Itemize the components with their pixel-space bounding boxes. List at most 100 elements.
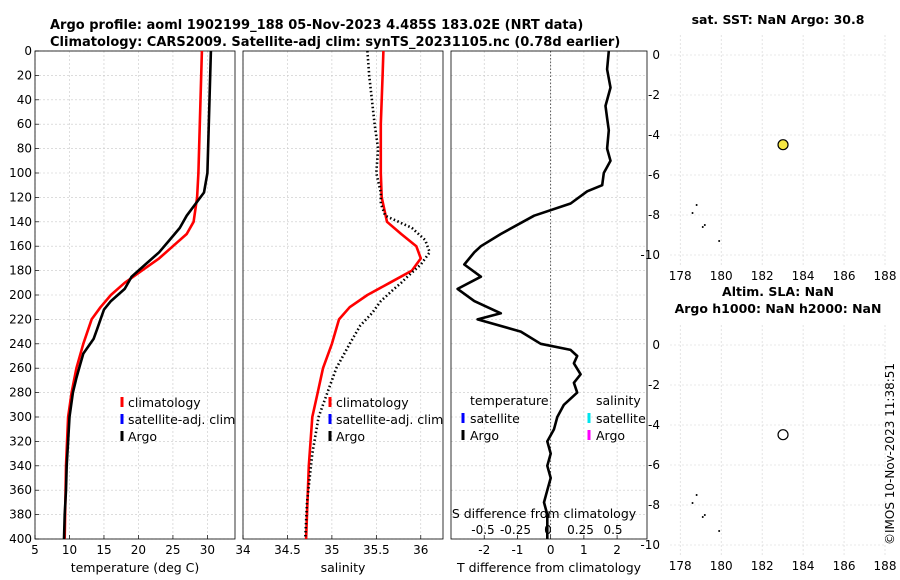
title-line-2: Climatology: CARS2009. Satellite-adj cli… <box>50 35 620 50</box>
y-tick-label: 120 <box>9 190 32 204</box>
legend-title-salinity: salinity <box>596 393 641 408</box>
island-point <box>701 226 704 228</box>
y-tick-label: -2 <box>648 378 660 392</box>
legend-label: satellite-adj. clim <box>336 412 443 427</box>
x-tick-label: 20 <box>131 543 146 557</box>
axes-box <box>450 50 648 540</box>
x-tick-label: 186 <box>833 269 856 283</box>
x-tick-label: 182 <box>751 269 774 283</box>
island-point <box>718 530 721 532</box>
y-tick-label: -6 <box>648 458 660 472</box>
x-tick-label: 35.5 <box>363 543 390 557</box>
y-tick-label: 320 <box>9 434 32 448</box>
y-tick-label: -8 <box>648 498 660 512</box>
y-tick-label: -10 <box>640 538 660 552</box>
axes-box <box>242 50 444 540</box>
x-tick-label: 178 <box>669 559 692 573</box>
island-point <box>701 516 704 518</box>
x-tick-label: 178 <box>669 269 692 283</box>
x-tick-label: 1 <box>580 543 588 557</box>
x-tick-label: 5 <box>31 543 39 557</box>
x2-tick-label: -0.25 <box>500 523 531 537</box>
y-tick-label: 180 <box>9 264 32 278</box>
x-axis-label: salinity <box>321 560 366 575</box>
island-point <box>703 514 706 516</box>
x-tick-label: 186 <box>833 559 856 573</box>
map2-title-line-1: Altim. SLA: NaN <box>722 284 834 299</box>
series-climatology <box>304 50 423 540</box>
legend-panel-1: climatology satellite-adj. clim Argo <box>120 395 235 444</box>
y-tick-label: 0 <box>652 48 660 62</box>
series-argo <box>456 50 612 539</box>
x-tick-label: 25 <box>165 543 180 557</box>
y-tick-label: 140 <box>9 215 32 229</box>
y-tick-label: 100 <box>9 166 32 180</box>
x-tick-label: 34.5 <box>274 543 301 557</box>
map-panel-1: 178 180 182 184 186 188 0 -2 -4 -6 -8 -10 <box>640 35 896 283</box>
x-tick-label: 188 <box>874 559 897 573</box>
y-tick-label: -10 <box>640 248 660 262</box>
legend-label: climatology <box>128 395 201 410</box>
x-tick-label: 10 <box>62 543 77 557</box>
y-tick-label: 0 <box>24 44 32 58</box>
y-tick-label: 400 <box>9 532 32 546</box>
y-tick-label: 40 <box>17 93 32 107</box>
x-tick-label: -1 <box>511 543 523 557</box>
x2-tick-label: 0 <box>544 523 552 537</box>
legend-label: Argo <box>596 428 625 443</box>
y-tick-label: 60 <box>17 117 32 131</box>
x2-tick-label: 0.5 <box>603 523 622 537</box>
x-tick-label: -2 <box>478 543 490 557</box>
x-tick-label: 35 <box>324 543 339 557</box>
map-panel-2: 178 180 182 184 186 188 0 -2 -4 -6 -8 -10 <box>640 325 896 573</box>
y-tick-label: 20 <box>17 68 32 82</box>
credit: ©IMOS 10-Nov-2023 11:38:51 <box>883 363 897 545</box>
legend-title-temperature: temperature <box>470 393 549 408</box>
panel-3: -2 -1 0 1 2 T difference from climatology <box>450 50 648 575</box>
x-tick-label: 180 <box>710 559 733 573</box>
profile-location-marker <box>777 429 789 441</box>
panel-1: 5 10 15 20 25 3002040608010012014016018020022… <box>9 44 236 575</box>
island-point <box>691 212 694 214</box>
x-tick-label: 34 <box>235 543 250 557</box>
x-tick-label: 184 <box>792 269 815 283</box>
x2-axis-label: S difference from climatology <box>452 506 637 521</box>
x-tick-label: 188 <box>874 269 897 283</box>
legend-label: satellite-adj. clim <box>128 412 235 427</box>
island-point <box>695 204 698 206</box>
y-tick-label: 220 <box>9 312 32 326</box>
panel-2: 34 34.5 35 35.5 36 salinity <box>235 50 444 575</box>
legend-label: Argo <box>336 429 365 444</box>
y-tick-label: 200 <box>9 288 32 302</box>
legend-label: satellite <box>596 411 646 426</box>
x2-tick-label: -0.5 <box>471 523 494 537</box>
x-axis-label: temperature (deg C) <box>71 560 200 575</box>
map2-title-line-2: Argo h1000: NaN h2000: NaN <box>675 301 882 316</box>
y-tick-label: 300 <box>9 410 32 424</box>
island-point <box>691 502 694 504</box>
y-tick-label: -2 <box>648 88 660 102</box>
legend-label: climatology <box>336 395 409 410</box>
y-tick-label: 380 <box>9 508 32 522</box>
x-tick-label: 0 <box>547 543 555 557</box>
y-tick-label: 240 <box>9 337 32 351</box>
x-tick-label: 2 <box>613 543 621 557</box>
x-axis-label: T difference from climatology <box>456 560 642 575</box>
y-tick-label: 340 <box>9 459 32 473</box>
island-point <box>703 224 706 226</box>
series-climatology <box>63 50 204 540</box>
x-tick-label: 184 <box>792 559 815 573</box>
series-argo <box>62 50 213 540</box>
y-tick-label: -8 <box>648 208 660 222</box>
y-tick-label: -4 <box>648 128 660 142</box>
plots: 5 10 15 20 25 3002040608010012014016018020022… <box>9 35 896 575</box>
x-tick-label: 30 <box>200 543 215 557</box>
y-tick-label: 0 <box>652 338 660 352</box>
island-point <box>695 494 698 496</box>
x-tick-label: 180 <box>710 269 733 283</box>
title-line-1: Argo profile: aoml 1902199_188 05-Nov-20… <box>50 18 583 33</box>
island-point <box>718 240 721 242</box>
legend-label: Argo <box>470 428 499 443</box>
y-tick-label: 80 <box>17 142 32 156</box>
